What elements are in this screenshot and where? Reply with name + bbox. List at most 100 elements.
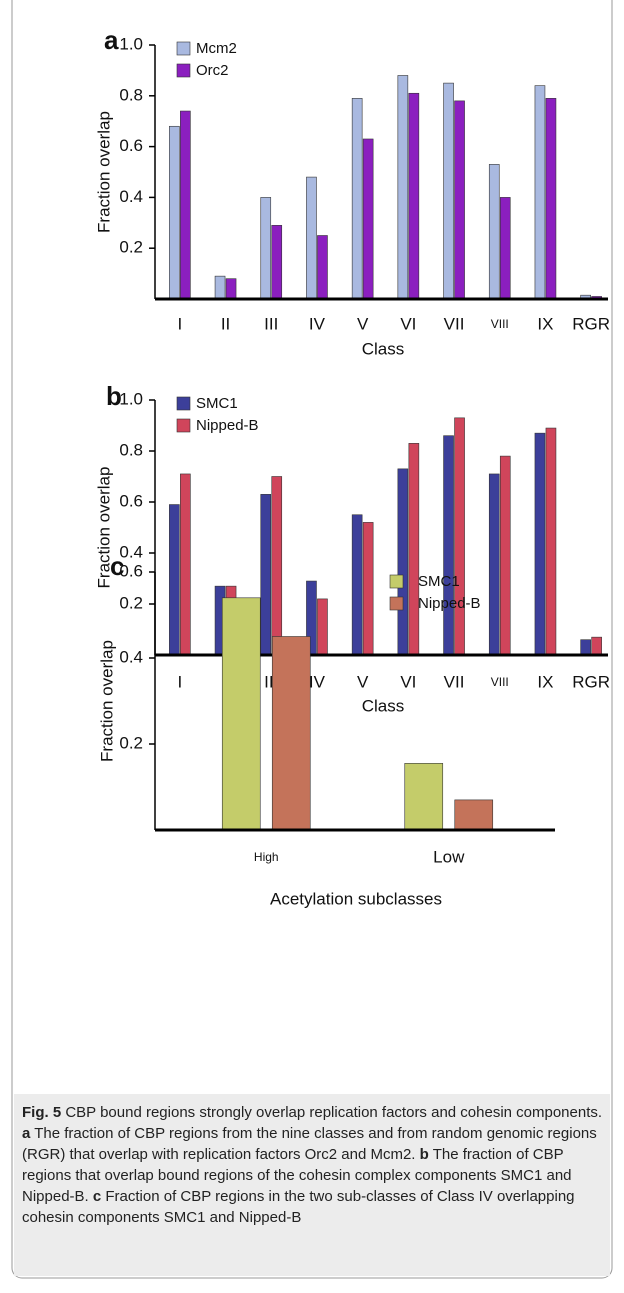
- legend-label: Orc2: [196, 62, 229, 79]
- bar: [545, 427, 557, 656]
- bar: [499, 197, 511, 300]
- bar: [169, 504, 180, 656]
- bar: [362, 522, 374, 656]
- legend-swatch: [176, 396, 191, 411]
- bar: [225, 278, 237, 300]
- x-tick-label: I: [177, 314, 182, 333]
- bar: [591, 636, 602, 656]
- y-tick-label: 0.4: [119, 187, 143, 206]
- bar: [408, 443, 420, 656]
- x-tick-label: High: [254, 850, 279, 864]
- bar: [408, 92, 420, 300]
- bar: [443, 82, 454, 300]
- legend-swatch: [176, 41, 191, 56]
- legend-label: SMC1: [418, 573, 460, 590]
- bar: [534, 85, 546, 300]
- bar: [221, 597, 261, 831]
- caption-part-text: Fraction of CBP regions in the two sub-c…: [22, 1188, 575, 1226]
- y-tick-label: 0.4: [119, 542, 143, 561]
- legend-label: SMC1: [196, 395, 238, 412]
- legend-label: Nipped-B: [196, 417, 259, 434]
- bar: [271, 476, 283, 656]
- bar: [454, 417, 465, 656]
- legend-swatch: [389, 574, 404, 589]
- bar: [180, 473, 191, 656]
- x-tick-label: IX: [537, 672, 553, 691]
- y-tick-label: 0.6: [119, 136, 143, 155]
- y-axis-title: Fraction overlap: [97, 640, 116, 762]
- bar: [260, 494, 272, 656]
- bar: [443, 435, 454, 656]
- bar: [169, 125, 180, 300]
- bar: [499, 455, 511, 656]
- y-tick-label: 1.0: [119, 389, 143, 408]
- caption-label: Fig. 5: [22, 1104, 62, 1121]
- x-tick-label: II: [221, 314, 230, 333]
- bar: [580, 639, 591, 656]
- caption-part-label: b: [419, 1146, 429, 1163]
- y-tick-label: 0.8: [119, 440, 143, 459]
- bar: [317, 598, 328, 656]
- legend-swatch: [176, 63, 191, 78]
- y-tick-label: 0.8: [119, 85, 143, 104]
- x-axis-title: Class: [362, 696, 405, 715]
- bar: [454, 100, 465, 300]
- bar: [488, 473, 500, 656]
- x-tick-label: VI: [400, 672, 416, 691]
- x-tick-label: IX: [537, 314, 553, 333]
- x-tick-label: I: [177, 672, 182, 691]
- bar: [351, 98, 363, 300]
- y-tick-label: 0.2: [119, 238, 143, 257]
- legend-swatch: [389, 596, 404, 611]
- caption: Fig. 5 CBP bound regions strongly overla…: [22, 1102, 606, 1228]
- bar: [362, 138, 374, 300]
- caption-part-text: The fraction of CBP regions from the nin…: [22, 1125, 597, 1163]
- x-tick-label: VIII: [491, 317, 509, 331]
- panel-label: c: [110, 551, 124, 581]
- legend-label: Nipped-B: [418, 595, 481, 612]
- x-axis-title: Class: [362, 339, 405, 358]
- y-tick-label: 0.6: [119, 491, 143, 510]
- x-tick-label: III: [264, 314, 278, 333]
- y-tick-label: 0.2: [119, 593, 143, 612]
- legend-swatch: [176, 418, 191, 433]
- x-tick-label: IV: [309, 314, 326, 333]
- caption-text: CBP bound regions strongly overlap repli…: [65, 1104, 603, 1121]
- x-tick-label: V: [357, 314, 369, 333]
- panel-label: b: [106, 381, 122, 411]
- bar: [397, 75, 409, 300]
- x-tick-label: IV: [309, 672, 326, 691]
- bar: [397, 468, 409, 656]
- caption-part-text: The fraction of CBP regions that overlap…: [22, 1146, 572, 1205]
- bar: [260, 197, 272, 300]
- bar: [545, 98, 557, 300]
- bar: [317, 235, 328, 300]
- caption-part-label: c: [92, 1188, 102, 1205]
- caption-background: [14, 1094, 610, 1276]
- bar: [351, 514, 363, 656]
- x-tick-label: Low: [433, 847, 465, 866]
- bar: [271, 636, 311, 831]
- x-tick-label: VIII: [491, 675, 509, 689]
- panel-label: a: [104, 25, 119, 55]
- legend-label: Mcm2: [196, 40, 237, 57]
- x-tick-label: VI: [400, 314, 416, 333]
- y-tick-label: 0.6: [119, 561, 143, 580]
- bar: [271, 225, 283, 300]
- x-tick-label: V: [357, 672, 369, 691]
- bar: [404, 763, 444, 831]
- x-tick-label: RGR: [572, 314, 610, 333]
- y-axis-title: Fraction overlap: [94, 111, 113, 233]
- x-tick-label: RGR: [572, 672, 610, 691]
- y-tick-label: 1.0: [119, 34, 143, 53]
- bar: [306, 176, 317, 300]
- x-tick-label: VII: [444, 672, 465, 691]
- y-tick-label: 0.2: [119, 733, 143, 752]
- y-tick-label: 0.4: [119, 647, 143, 666]
- bar: [488, 164, 500, 300]
- bar: [180, 110, 191, 300]
- x-axis-title: Acetylation subclasses: [270, 889, 442, 908]
- bar: [534, 432, 546, 656]
